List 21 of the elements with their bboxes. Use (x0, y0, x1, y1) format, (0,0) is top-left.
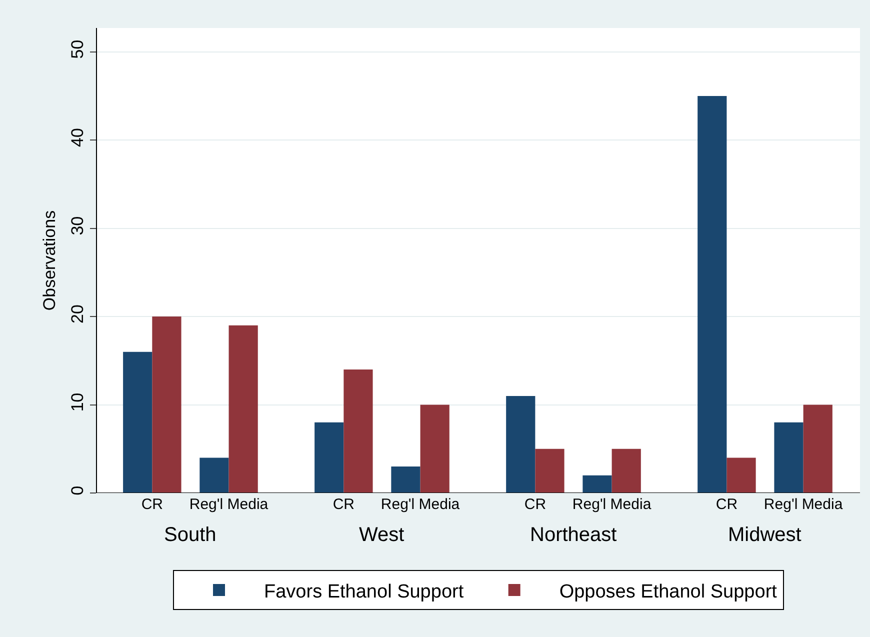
x-tick-label: Reg'l Media (764, 496, 844, 513)
y-tick-label: 50 (68, 40, 88, 59)
text: West (359, 524, 405, 546)
y-tick-label: 30 (68, 216, 88, 236)
text: Northeast (530, 524, 618, 546)
x-tick-label: CR (716, 496, 738, 513)
y-tick-label: 10 (68, 392, 88, 412)
x-tick-label: CR (332, 496, 355, 513)
x-tick-label: CR (524, 496, 546, 513)
x-tick-label: CR (141, 496, 164, 513)
text: South (164, 524, 216, 546)
x-tick-label: Reg'l Media (380, 496, 460, 513)
x-tick-label: Reg'l Media (189, 496, 269, 513)
text: Midwest (728, 524, 802, 546)
x-tick-label: Reg'l Media (572, 496, 652, 513)
y-tick-label: 40 (68, 128, 88, 147)
y-axis-title: Observations (40, 210, 59, 311)
y-tick-label: 0 (68, 486, 88, 496)
y-tick-label: 20 (68, 304, 88, 324)
legend-label: Opposes Ethanol Support (559, 581, 778, 602)
legend-label: Favors Ethanol Support (264, 581, 464, 602)
